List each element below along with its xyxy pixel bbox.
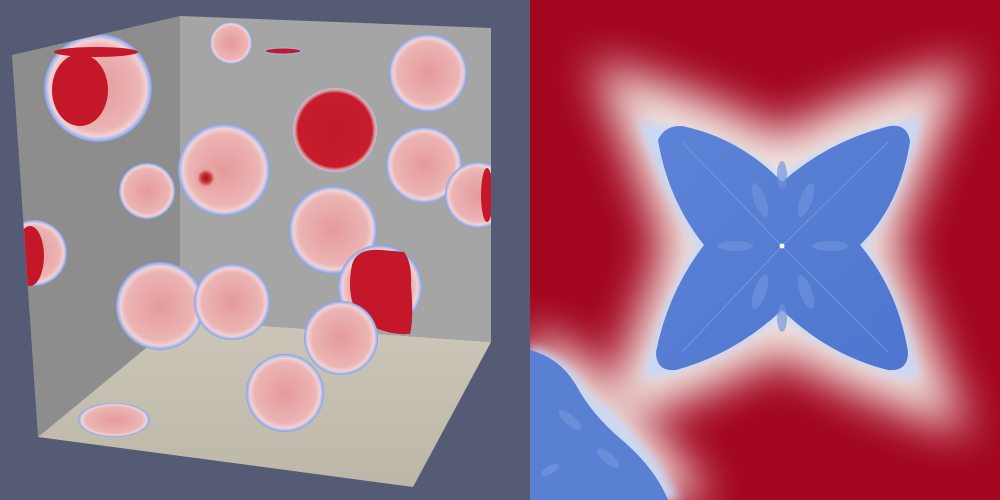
particle [445, 162, 491, 228]
nucleation-seed [192, 164, 220, 192]
right-2d-view [530, 0, 1000, 500]
particle [119, 163, 175, 219]
particle [178, 124, 270, 216]
particle-floor-cut [78, 403, 150, 437]
particles [12, 22, 491, 437]
particle-cut-face [264, 47, 302, 55]
main-dendrite [656, 125, 910, 371]
dendrite-render [530, 0, 1000, 500]
box-render [12, 16, 491, 487]
left-3d-view [12, 16, 491, 487]
particle [389, 34, 467, 112]
particle [116, 262, 204, 350]
particle [194, 264, 270, 340]
particle-cut-face [481, 168, 491, 222]
particle [304, 301, 378, 375]
secondary-dendrite [530, 330, 710, 500]
particle [210, 22, 252, 64]
particle [289, 186, 377, 274]
particle [386, 127, 462, 203]
particle-solid-core [52, 54, 108, 126]
particle [246, 354, 324, 432]
particle-cut-face [54, 47, 138, 57]
particle-solid [293, 88, 377, 172]
